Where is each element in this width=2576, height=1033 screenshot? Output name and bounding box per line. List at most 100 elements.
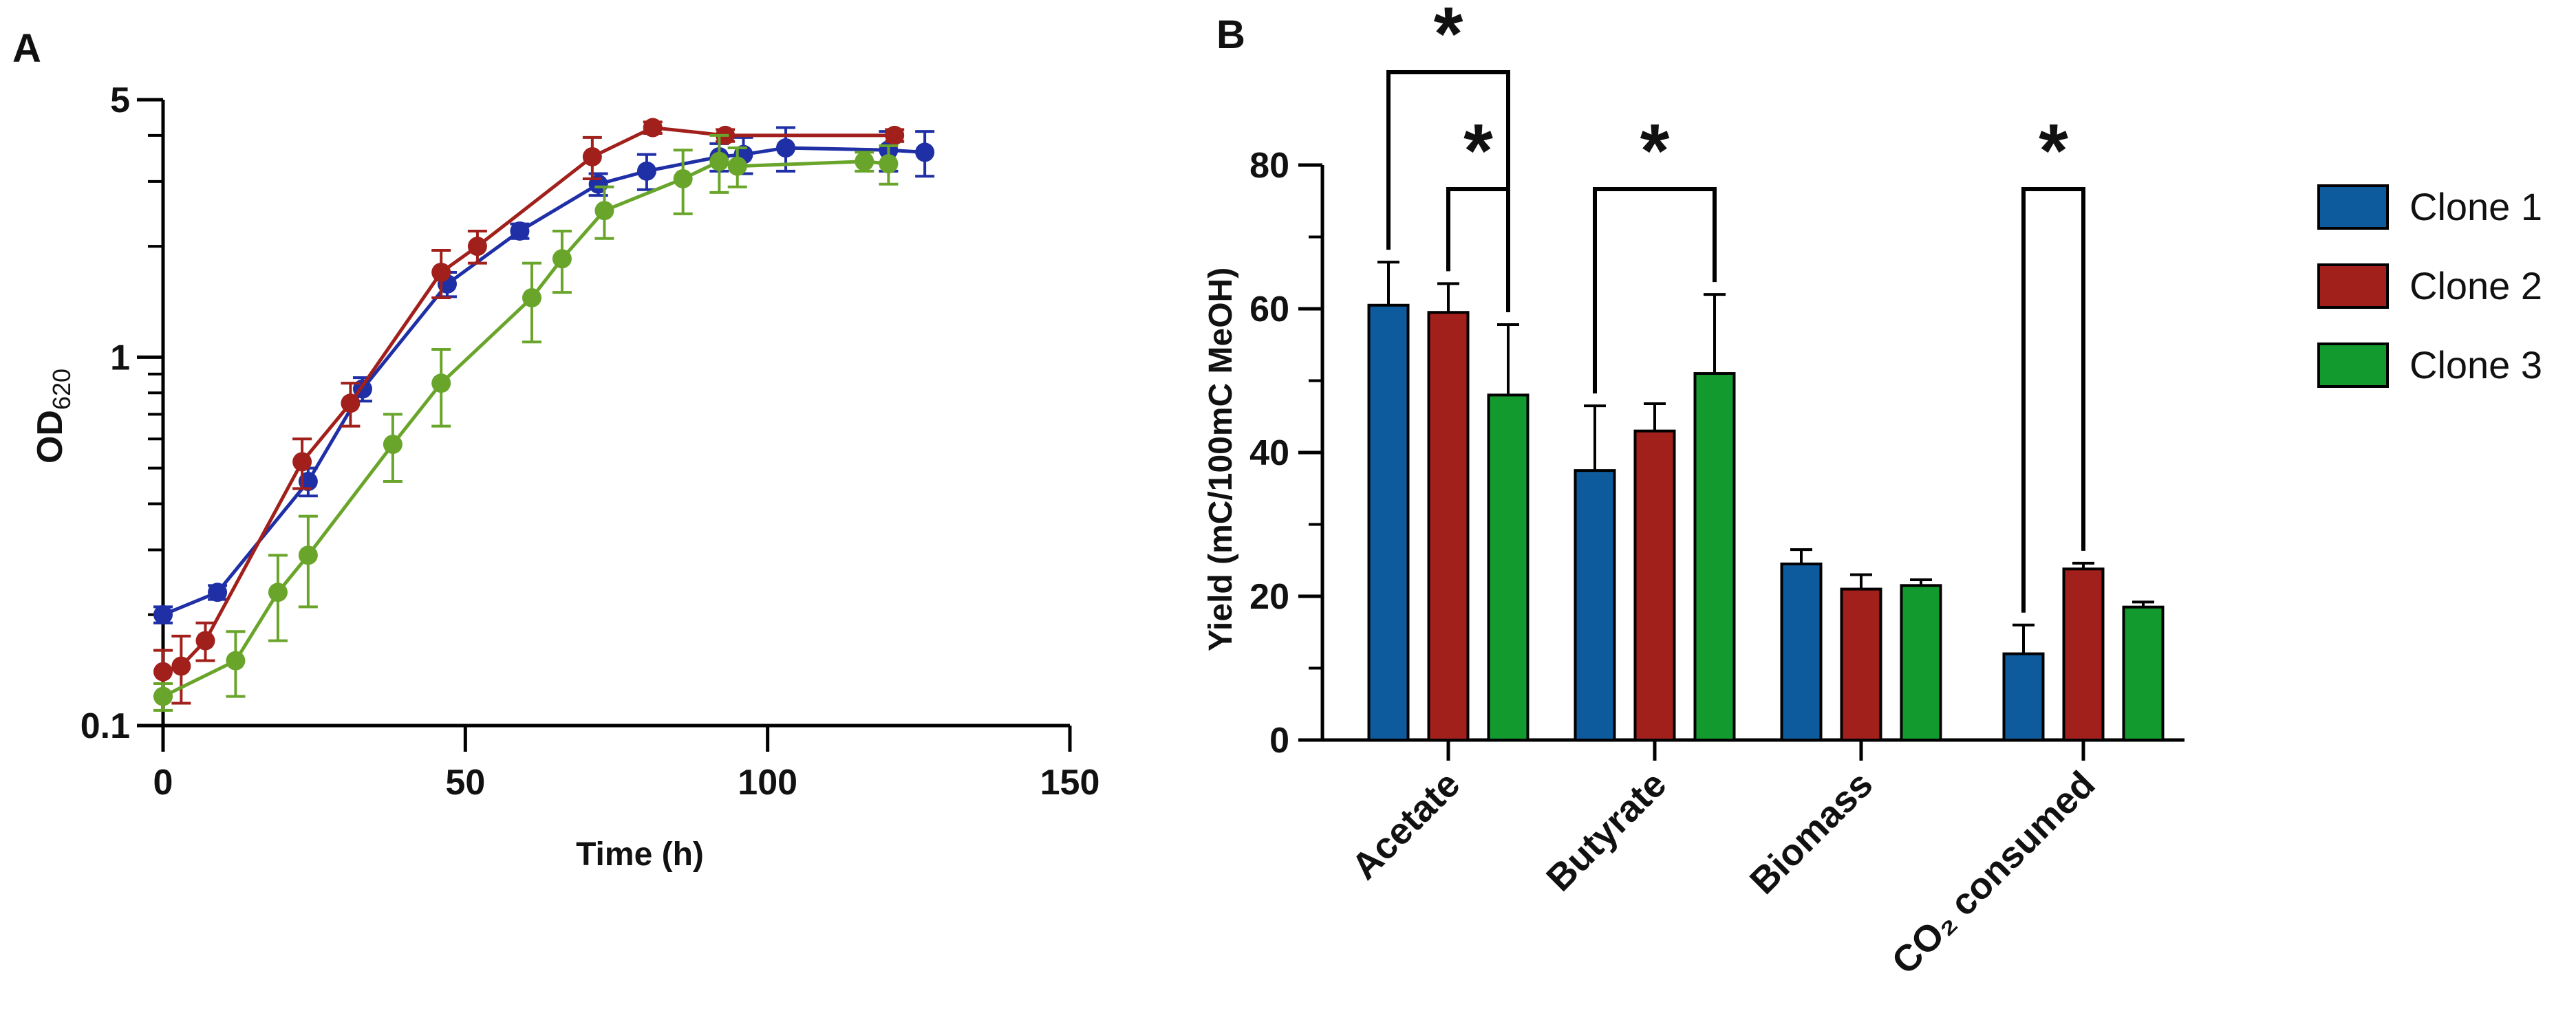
data-point	[522, 287, 541, 307]
legend-item-clone-1: Clone 1	[2317, 184, 2542, 230]
data-point	[510, 221, 530, 241]
bracket-line	[1593, 187, 1717, 394]
bar	[1574, 469, 1616, 741]
x-tick-label: 100	[738, 763, 797, 803]
panel-b-bars	[1367, 261, 2165, 742]
data-point	[879, 154, 899, 174]
y-tick-label: 0.1	[80, 706, 130, 746]
bar-series-clone-2	[1427, 282, 2105, 742]
bar	[1840, 587, 1882, 741]
x-category-label: Acetate	[1344, 763, 1468, 887]
significance-bracket: *	[2021, 109, 2085, 613]
data-point	[171, 656, 191, 676]
data-point	[594, 201, 614, 221]
data-point	[636, 161, 656, 181]
y-tick-label: 20	[1249, 577, 1289, 617]
data-point	[208, 583, 228, 602]
series-clone-2	[153, 118, 905, 705]
panel-b-y-axis-title: Yield (mC/100mC MeOH)	[1203, 268, 1239, 651]
data-point	[383, 435, 402, 455]
bar-series-clone-3	[1487, 293, 2165, 742]
y-tick-label: 5	[110, 80, 130, 120]
legend-label: Clone 2	[2409, 264, 2542, 307]
panel-b-category-labels: Acetate Butyrate Biomass CO₂ consumed	[1344, 740, 2103, 982]
bar	[2122, 605, 2165, 741]
data-point	[195, 631, 215, 651]
data-point	[298, 545, 318, 565]
panel-a-letter: A	[12, 26, 41, 71]
panel-b-ticks: 0 20 40 60 80	[1249, 146, 1322, 761]
x-tick-label: 0	[153, 763, 173, 803]
data-point	[673, 168, 693, 188]
svg-text:OD620: OD620	[30, 369, 76, 464]
y-tick-label: 40	[1249, 433, 1289, 473]
bar	[1693, 372, 1736, 741]
panel-a-y-axis-subscript: 620	[47, 369, 76, 410]
y-tick-label: 60	[1249, 290, 1289, 329]
panel-a-series	[153, 118, 935, 712]
significance-star: *	[2039, 109, 2068, 193]
data-point	[431, 373, 451, 393]
significance-bracket: *	[1446, 109, 1510, 312]
data-point	[776, 138, 796, 158]
x-category-label: Butyrate	[1538, 763, 1674, 899]
data-point	[552, 249, 572, 269]
series-line	[162, 160, 889, 698]
panel-a-x-axis-title: Time (h)	[576, 836, 704, 873]
x-category-label: Biomass	[1742, 763, 1881, 902]
y-tick-label: 1	[110, 338, 130, 378]
legend-item-clone-3: Clone 3	[2317, 342, 2542, 388]
data-point	[292, 452, 312, 472]
legend-swatch	[2317, 342, 2389, 388]
bracket-line	[2021, 187, 2085, 613]
significance-star: *	[1463, 109, 1493, 193]
series-clone-1	[153, 126, 935, 624]
x-category-label: CO₂ consumed	[1884, 763, 2103, 982]
series-line	[162, 146, 925, 617]
data-point	[226, 651, 246, 671]
data-point	[467, 237, 487, 257]
legend-label: Clone 1	[2409, 185, 2542, 228]
significance-star: *	[1640, 109, 1670, 193]
data-point	[268, 583, 288, 602]
bar-series-clone-1	[1367, 261, 2045, 741]
panel-a-y-axis-main: OD	[30, 410, 70, 464]
y-tick-label: 0	[1269, 721, 1289, 761]
data-point	[582, 146, 602, 166]
y-tick-label: 80	[1249, 146, 1289, 186]
bar	[2002, 652, 2045, 741]
legend-swatch	[2317, 184, 2389, 230]
panel-b-letter: B	[1216, 12, 1245, 57]
bar	[1900, 584, 1942, 742]
legend: Clone 1 Clone 2 Clone 3	[2317, 184, 2542, 388]
data-point	[431, 262, 451, 282]
panel-b-significance: ** * *	[1386, 0, 2085, 613]
data-point	[153, 686, 173, 706]
data-point	[915, 142, 935, 162]
legend-swatch	[2317, 263, 2389, 309]
data-point	[153, 662, 173, 682]
bar	[1780, 562, 1823, 741]
x-tick-label: 150	[1040, 763, 1100, 803]
significance-bracket: *	[1593, 109, 1717, 394]
legend-item-clone-2: Clone 2	[2317, 263, 2542, 309]
data-point	[727, 156, 747, 176]
legend-label: Clone 3	[2409, 343, 2542, 387]
significance-star: *	[1434, 0, 1463, 76]
data-point	[153, 605, 173, 624]
bracket-line	[1446, 187, 1510, 312]
data-point	[643, 118, 663, 138]
data-point	[855, 151, 874, 171]
panel-a-y-axis-title: OD620	[30, 369, 76, 464]
bar	[1367, 303, 1410, 741]
bar	[1427, 311, 1470, 742]
bar	[2062, 567, 2105, 741]
bar	[1487, 393, 1530, 742]
data-point	[709, 151, 729, 171]
panel-a-axes	[161, 100, 1070, 728]
x-tick-label: 50	[445, 763, 485, 803]
